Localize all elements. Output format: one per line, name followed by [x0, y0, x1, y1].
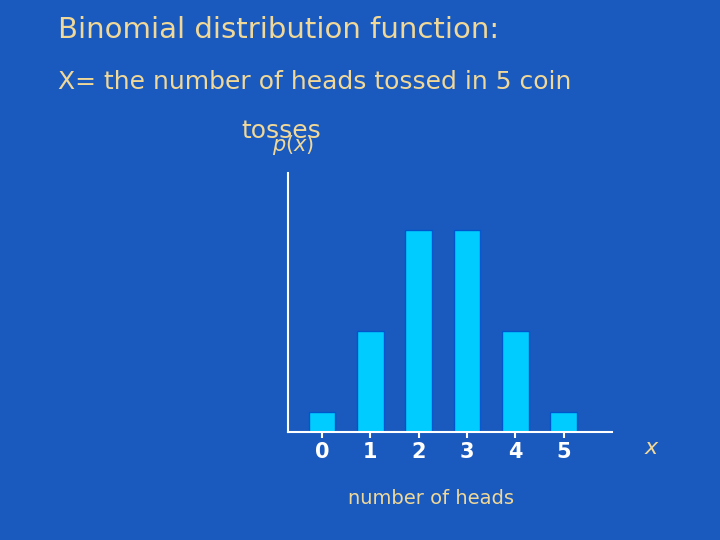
Text: $p(x)$: $p(x)$ [272, 133, 314, 157]
Text: $x$: $x$ [644, 437, 660, 457]
Bar [502, 330, 528, 432]
Bar [454, 230, 480, 432]
Bar [405, 230, 432, 432]
Text: tosses: tosses [241, 119, 320, 143]
Bar [309, 411, 335, 432]
Text: X= the number of heads tossed in 5 coin: X= the number of heads tossed in 5 coin [58, 70, 571, 94]
Text: number of heads: number of heads [348, 489, 513, 508]
Bar [357, 330, 384, 432]
Bar [550, 411, 577, 432]
Text: Binomial distribution function:: Binomial distribution function: [58, 16, 499, 44]
